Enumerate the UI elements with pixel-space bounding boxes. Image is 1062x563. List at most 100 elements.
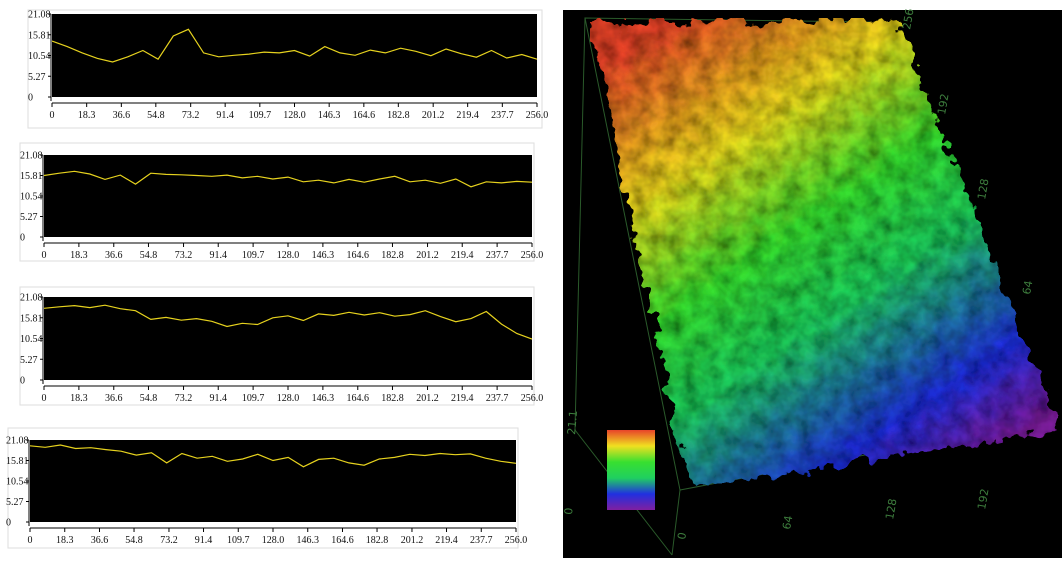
profile-line <box>43 170 533 188</box>
x-tick-label: 91.4 <box>195 535 213 546</box>
x-tick-label: 36.6 <box>105 393 123 404</box>
y-tick-label: 128 <box>975 178 991 201</box>
x-tick-label: 182.8 <box>381 393 404 404</box>
y-tick-label: 15.81 <box>28 30 51 41</box>
x-tick-label: 18.3 <box>56 535 74 546</box>
profile-line <box>51 28 538 63</box>
x-tick-label: 128.0 <box>277 393 300 404</box>
x-tick-label: 146.3 <box>296 535 319 546</box>
line-chart: 0 5.27 10.54 15.81 21.08 0 18.3 36.6 54.8 73.2 91.… <box>19 142 544 262</box>
x-tick-label: 54.8 <box>140 250 158 261</box>
surface-3d: 0 64 128 192 64 128 192 256 0 21.1 <box>562 8 1060 556</box>
x-tick-label: 219.4 <box>456 110 479 121</box>
x-tick-label: 237.7 <box>486 250 509 261</box>
x-tick-label: 128.0 <box>262 535 285 546</box>
x-tick-label: 164.6 <box>331 535 354 546</box>
x-tick-label: 36.6 <box>113 110 131 121</box>
x-tick-label: 201.2 <box>416 393 439 404</box>
x-tick-label: 91.4 <box>209 393 227 404</box>
x-tick-label: 256.0 <box>526 110 549 121</box>
x-tick-label: 164.6 <box>347 393 370 404</box>
plot-area <box>52 14 537 97</box>
x-tick-label: 109.7 <box>227 535 250 546</box>
x-tick-label: 256.0 <box>521 393 544 404</box>
y-tick-label: 5.27 <box>6 497 24 508</box>
x-tick-label: 182.8 <box>366 535 389 546</box>
profile-line <box>29 444 517 468</box>
line-chart: 0 5.27 10.54 15.81 21.08 0 18.3 36.6 54.8 73.2 91.… <box>6 427 528 549</box>
plot-area <box>44 297 532 380</box>
line-chart: 0 5.27 10.54 15.81 21.08 0 18.3 36.6 54.8 73.2 91.… <box>19 286 544 406</box>
x-tick-label: 128.0 <box>283 110 306 121</box>
x-tick-label: 91.4 <box>216 110 234 121</box>
y-tick-label: 10.54 <box>6 477 29 488</box>
x-tick-label: 109.7 <box>242 250 265 261</box>
x-tick-label: 91.4 <box>209 250 227 261</box>
x-tick-label: 237.7 <box>470 535 493 546</box>
x-tick-label: 0 <box>50 110 55 121</box>
y-tick-label: 5.27 <box>28 72 46 83</box>
z-tick-label: 21.1 <box>565 410 580 436</box>
x-tick-label: 164.6 <box>353 110 376 121</box>
x-tick-label: 192 <box>975 488 991 511</box>
x-tick-label: 146.3 <box>318 110 341 121</box>
x-tick-label: 237.7 <box>491 110 514 121</box>
x-tick-label: 219.4 <box>451 393 474 404</box>
x-tick-label: 128.0 <box>277 250 300 261</box>
x-tick-label: 146.3 <box>312 393 335 404</box>
x-tick-label: 237.7 <box>486 393 509 404</box>
x-tick-label: 164.6 <box>347 250 370 261</box>
y-tick-label: 0 <box>20 376 25 387</box>
y-tick-label: 15.81 <box>20 171 43 182</box>
y-tick-label: 5.27 <box>20 212 38 223</box>
x-tick-label: 219.4 <box>435 535 458 546</box>
y-tick-label: 15.81 <box>6 456 29 467</box>
y-tick-label: 0 <box>20 233 25 244</box>
x-tick-label: 18.3 <box>70 250 88 261</box>
y-tick-label: 5.27 <box>20 355 38 366</box>
x-tick-label: 0 <box>42 250 47 261</box>
x-tick-label: 256.0 <box>521 250 544 261</box>
x-tick-label: 0 <box>675 531 689 540</box>
x-tick-label: 182.8 <box>387 110 410 121</box>
x-tick-label: 18.3 <box>78 110 96 121</box>
x-tick-label: 73.2 <box>175 250 193 261</box>
y-tick-label: 64 <box>1020 279 1035 295</box>
x-tick-label: 0 <box>42 393 47 404</box>
x-tick-label: 54.8 <box>147 110 165 121</box>
x-tick-label: 73.2 <box>160 535 178 546</box>
x-tick-label: 0 <box>28 535 33 546</box>
x-tick-label: 36.6 <box>91 535 109 546</box>
x-tick-label: 73.2 <box>182 110 200 121</box>
y-tick-label: 0 <box>6 518 11 529</box>
x-tick-label: 73.2 <box>175 393 193 404</box>
x-tick-label: 128 <box>883 498 899 521</box>
x-tick-label: 201.2 <box>422 110 445 121</box>
y-tick-label: 21.08 <box>20 293 43 304</box>
x-tick-label: 182.8 <box>381 250 404 261</box>
x-tick-label: 54.8 <box>125 535 143 546</box>
surface <box>590 18 1060 488</box>
x-tick-label: 109.7 <box>242 393 265 404</box>
y-tick-label: 10.54 <box>20 192 43 203</box>
y-tick-label: 10.54 <box>20 334 43 345</box>
y-tick-label: 0 <box>28 93 33 104</box>
x-tick-label: 146.3 <box>312 250 335 261</box>
profile-line <box>43 304 533 340</box>
x-tick-label: 64 <box>780 514 795 530</box>
x-tick-label: 219.4 <box>451 250 474 261</box>
x-tick-label: 201.2 <box>401 535 424 546</box>
z-tick-label: 0 <box>562 507 576 515</box>
x-tick-label: 256.0 <box>505 535 528 546</box>
x-tick-label: 36.6 <box>105 250 123 261</box>
y-tick-label: 21.08 <box>28 10 51 21</box>
plot-area <box>44 155 532 237</box>
y-tick-label: 21.08 <box>20 151 43 162</box>
plot-area <box>30 440 516 522</box>
y-tick-label: 256 <box>900 8 916 31</box>
y-tick-label: 21.08 <box>6 436 29 447</box>
x-tick-label: 18.3 <box>70 393 88 404</box>
x-tick-label: 109.7 <box>249 110 272 121</box>
y-tick-label: 10.54 <box>28 51 51 62</box>
